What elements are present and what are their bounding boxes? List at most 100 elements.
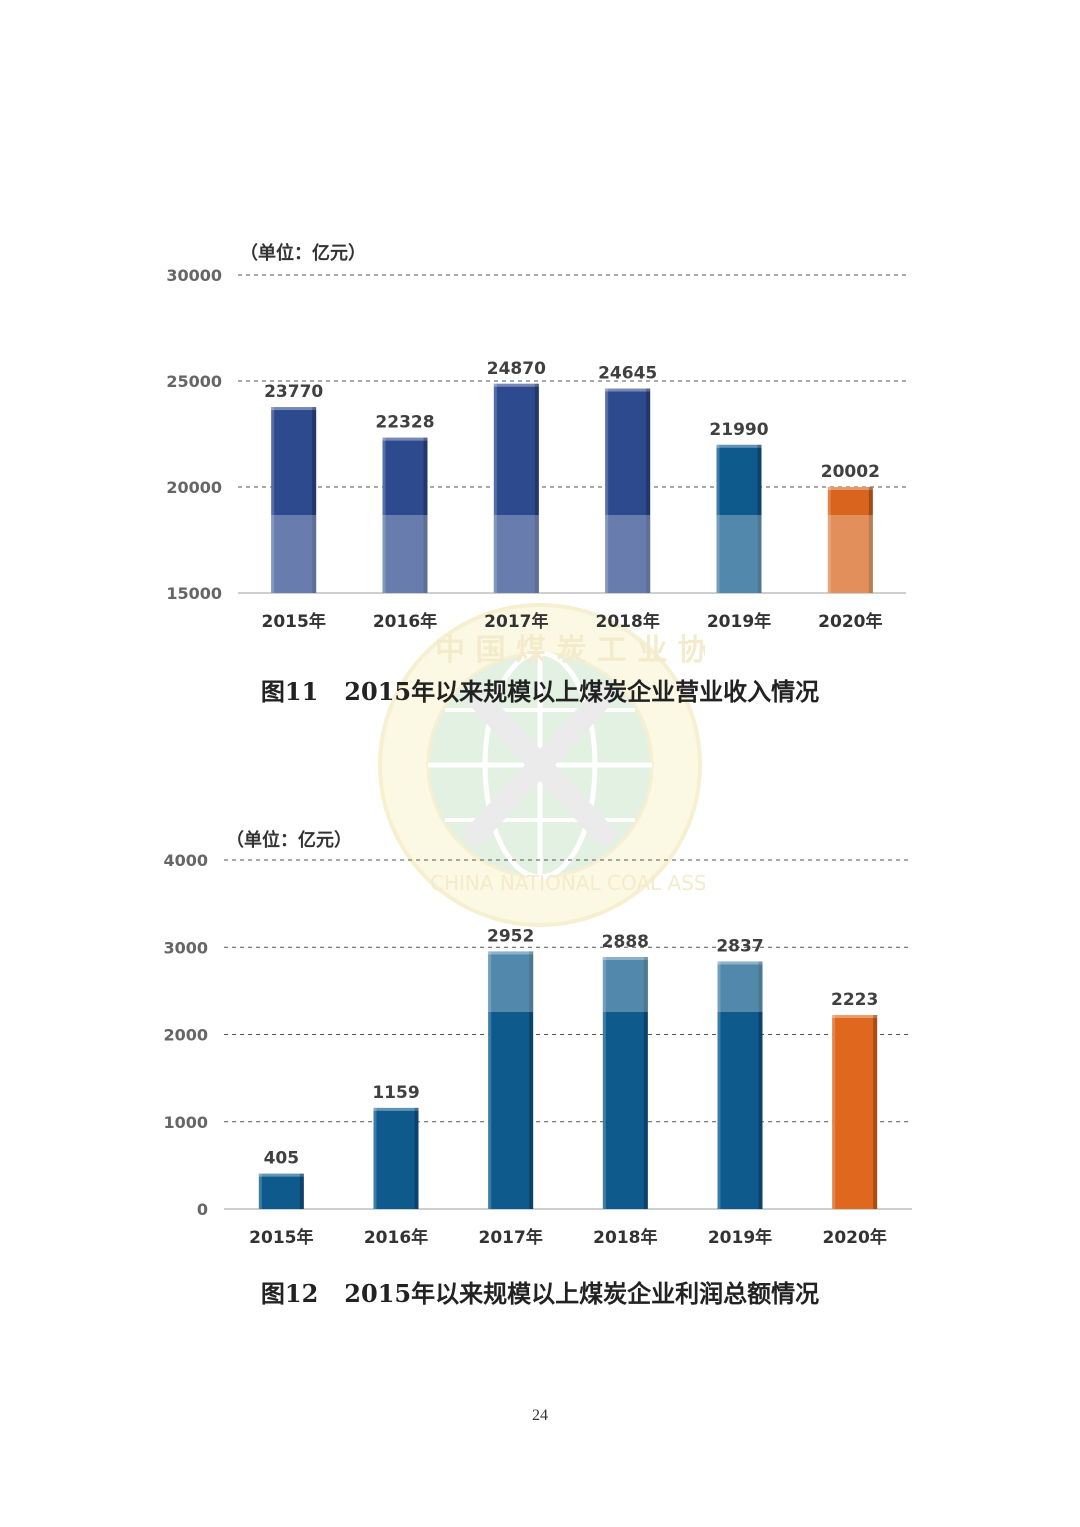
revenue-bar-chart: 15000 20000 25000 30000 23770 2015年 22328 2016年… [166, 266, 906, 632]
profit-chart: （单位：亿元） 0 1000 2000 3000 4000 405 2015年 1159 201… [0, 820, 1080, 1260]
bar-left-highlight [488, 951, 492, 1209]
bar-right-shadow [414, 1107, 419, 1209]
y-tick-label: 4000 [163, 851, 208, 870]
bar [827, 486, 873, 593]
bar-right-shadow [312, 407, 317, 593]
bar-right-shadow [758, 961, 763, 1209]
bar [717, 961, 763, 1209]
data-label: 2837 [716, 936, 763, 956]
x-tick-label: 2017年 [484, 611, 548, 632]
x-tick-label: 2016年 [364, 1227, 428, 1248]
caption-number: 图11 [260, 677, 319, 706]
data-label: 2223 [831, 990, 878, 1010]
bar-top-highlight [602, 957, 648, 961]
bar-left-highlight [493, 383, 497, 593]
data-label: 405 [264, 1149, 300, 1169]
data-label: 2952 [487, 926, 534, 946]
y-tick-label: 20000 [166, 478, 222, 497]
bar-top-highlight [382, 437, 428, 441]
unit-label: （单位：亿元） [226, 830, 352, 851]
bar [373, 1107, 419, 1209]
caption-number: 图12 [260, 1279, 319, 1308]
bar-top-highlight [488, 951, 534, 955]
bar-right-shadow [757, 444, 762, 593]
bar-right-shadow [643, 957, 648, 1209]
figure-12-caption: 图12 2015年以来规模以上煤炭企业利润总额情况 [0, 1274, 1080, 1309]
bar-overlay-band [827, 515, 873, 593]
bar-left-highlight [373, 1107, 377, 1209]
bar [271, 407, 317, 593]
data-label: 21990 [709, 420, 768, 440]
bar-overlay-band [271, 515, 317, 593]
bar [493, 383, 539, 593]
y-tick-label: 25000 [166, 372, 222, 391]
bar-overlay-band [716, 515, 762, 593]
x-tick-label: 2015年 [249, 1227, 313, 1248]
bar [716, 444, 762, 593]
data-label: 24870 [487, 359, 546, 379]
x-tick-label: 2018年 [593, 1227, 657, 1248]
bar-left-highlight [605, 388, 609, 593]
bar-top-highlight [605, 388, 651, 392]
x-tick-label: 2019年 [708, 1227, 772, 1248]
data-label: 2888 [602, 932, 649, 952]
bar-overlay-band [488, 951, 534, 1012]
bar [605, 388, 651, 593]
page-number: 24 [532, 1407, 548, 1424]
x-tick-label: 2020年 [818, 611, 882, 632]
bar [832, 1015, 878, 1209]
data-label: 20002 [821, 462, 880, 482]
bar [382, 437, 428, 593]
bar [488, 951, 534, 1209]
data-label: 1159 [372, 1083, 419, 1103]
bar-left-highlight [832, 1015, 836, 1209]
bar-right-shadow [529, 951, 534, 1209]
bar-right-shadow [423, 437, 428, 593]
bar-left-highlight [602, 957, 606, 1209]
data-label: 24645 [598, 364, 657, 384]
profit-bar-chart: 0 1000 2000 3000 4000 405 2015年 1159 2016年 2952 20… [163, 851, 912, 1248]
bar-overlay-band [717, 961, 763, 1012]
x-tick-label: 2020年 [823, 1227, 887, 1248]
bar-top-highlight [373, 1107, 419, 1111]
bar-overlay-band [493, 515, 539, 593]
bar-top-highlight [716, 444, 762, 448]
bar-top-highlight [832, 1015, 878, 1019]
bar-left-highlight [382, 437, 386, 593]
y-tick-label: 15000 [166, 584, 222, 603]
bar-right-shadow [868, 486, 873, 593]
bar-left-highlight [827, 486, 831, 593]
caption-text: 2015年以来规模以上煤炭企业利润总额情况 [344, 1279, 820, 1308]
revenue-chart: （单位：亿元） 15000 20000 25000 30000 23770 2015年 22… [0, 235, 1080, 655]
bar-right-shadow [534, 383, 539, 593]
bar-right-shadow [873, 1015, 878, 1209]
bar-overlay-band [602, 957, 648, 1012]
data-label: 22328 [375, 413, 434, 433]
caption-text: 2015年以来规模以上煤炭企业营业收入情况 [344, 677, 820, 706]
y-tick-label: 1000 [163, 1113, 208, 1132]
y-tick-label: 3000 [163, 938, 208, 957]
bar-left-highlight [717, 961, 721, 1209]
bar-top-highlight [827, 486, 873, 490]
bar-top-highlight [258, 1173, 304, 1177]
bar-overlay-band [605, 515, 651, 593]
bar-top-highlight [271, 407, 317, 411]
bar-top-highlight [717, 961, 763, 965]
bar-left-highlight [716, 444, 720, 593]
bar-top-highlight [493, 383, 539, 387]
figure-11-caption: 图11 2015年以来规模以上煤炭企业营业收入情况 [0, 672, 1080, 707]
bar [258, 1173, 304, 1209]
bar [602, 957, 648, 1209]
x-tick-label: 2016年 [373, 611, 437, 632]
bar-overlay-band [382, 515, 428, 593]
y-tick-label: 0 [197, 1200, 208, 1219]
x-tick-label: 2017年 [479, 1227, 543, 1248]
x-tick-label: 2015年 [262, 611, 326, 632]
y-tick-label: 30000 [166, 266, 222, 285]
bar-left-highlight [258, 1173, 262, 1209]
x-tick-label: 2019年 [707, 611, 771, 632]
unit-label: （单位：亿元） [240, 243, 366, 264]
x-tick-label: 2018年 [596, 611, 660, 632]
bar-right-shadow [646, 388, 651, 593]
data-label: 23770 [264, 382, 323, 402]
